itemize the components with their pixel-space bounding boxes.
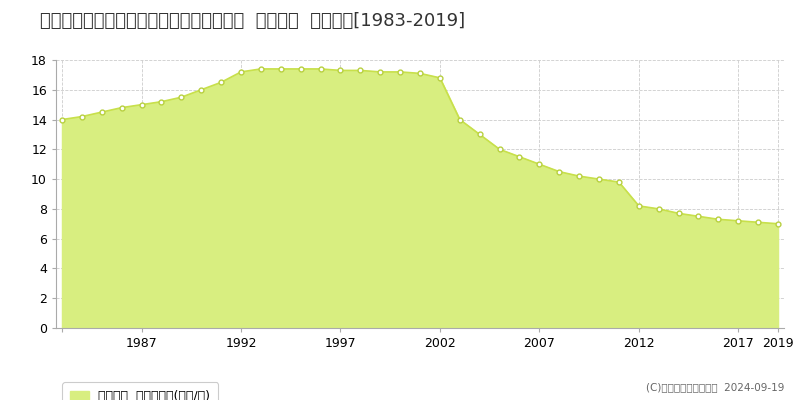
Legend: 公示地価  平均坪単価(万円/坪): 公示地価 平均坪単価(万円/坪): [62, 382, 218, 400]
Text: (C)土地価格ドットコム  2024-09-19: (C)土地価格ドットコム 2024-09-19: [646, 382, 784, 392]
Text: 香川県坂出市入船町１丁目３２２番７６外  公示地価  地価推移[1983-2019]: 香川県坂出市入船町１丁目３２２番７６外 公示地価 地価推移[1983-2019]: [40, 12, 465, 30]
